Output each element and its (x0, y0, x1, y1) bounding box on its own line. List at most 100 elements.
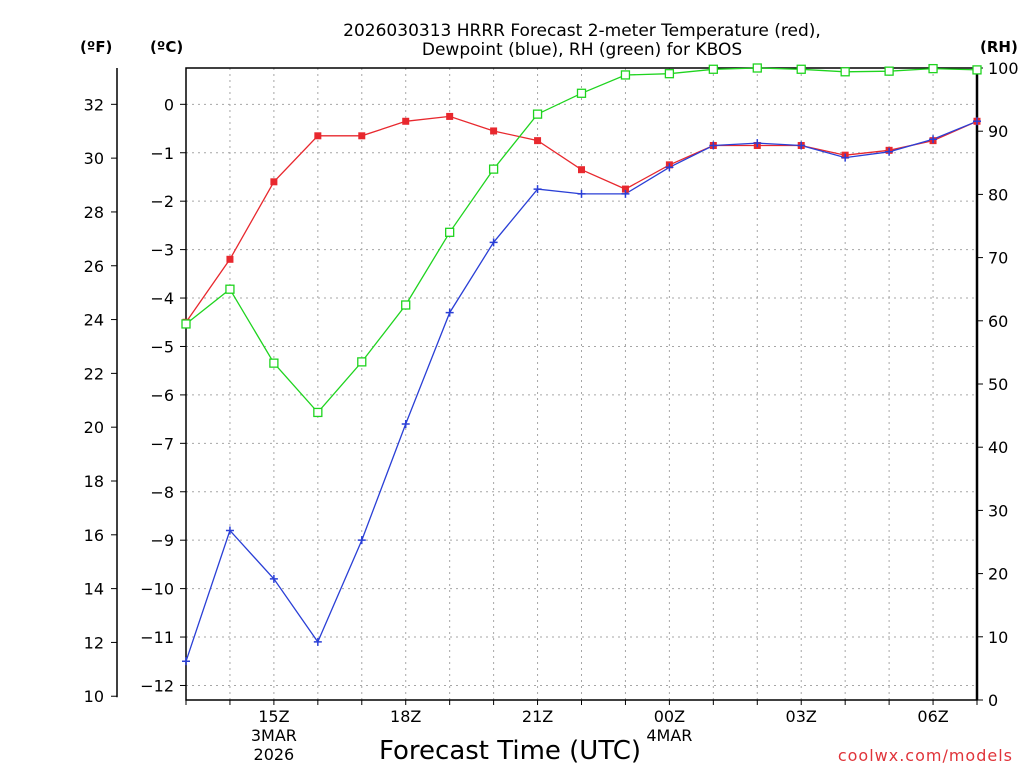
marker-dewpoint (665, 163, 674, 172)
marker-dewpoint (445, 308, 454, 317)
rh-tick-label: 0 (988, 691, 998, 710)
marker-rh (928, 63, 938, 74)
marker-temperature (621, 185, 629, 193)
unit-label-fahrenheit: (ºF) (80, 38, 112, 56)
marker-dewpoint (225, 526, 234, 535)
celsius-tick-label: −4 (150, 289, 174, 308)
celsius-tick-label: 0 (164, 95, 174, 114)
marker-rh (620, 70, 631, 80)
marker-dewpoint (885, 147, 894, 156)
marker-dewpoint (401, 419, 410, 428)
marker-temperature (314, 132, 322, 140)
marker-dewpoint (269, 574, 278, 583)
celsius-tick-label: −2 (150, 192, 174, 211)
rh-tick-label: 50 (988, 375, 1008, 394)
fahrenheit-tick-label: 16 (84, 526, 104, 545)
fahrenheit-tick-label: 14 (84, 580, 104, 599)
marker-temperature (358, 132, 366, 140)
axes (111, 67, 983, 705)
marker-rh (401, 300, 411, 310)
celsius-tick-label: −6 (150, 386, 174, 405)
fahrenheit-tick-label: 20 (84, 418, 104, 437)
fahrenheit-tick-label: 10 (84, 687, 104, 706)
fahrenheit-tick-label: 28 (84, 203, 104, 222)
marker-rh (445, 227, 455, 237)
marker-rh (664, 69, 675, 79)
marker-dewpoint (753, 139, 762, 148)
marker-dewpoint (489, 238, 498, 247)
marker-dewpoint (841, 153, 850, 162)
fahrenheit-tick-label: 18 (84, 472, 104, 491)
fahrenheit-tick-label: 26 (84, 257, 104, 276)
marker-temperature (226, 255, 234, 263)
marker-rh (752, 63, 762, 73)
celsius-tick-label: −9 (150, 531, 174, 550)
fahrenheit-tick-label: 30 (84, 149, 104, 168)
celsius-tick-label: −12 (140, 676, 174, 695)
rh-tick-label: 40 (988, 438, 1008, 457)
marker-dewpoint (357, 536, 366, 545)
marker-rh (313, 407, 323, 418)
marker-dewpoint (797, 141, 806, 150)
x-tick-label: 03Z (786, 707, 817, 726)
marker-rh (708, 64, 718, 74)
marker-temperature (402, 117, 410, 125)
marker-dewpoint (182, 657, 190, 666)
chart-title-line-2: Dewpoint (blue), RH (green) for KBOS (422, 40, 742, 60)
marker-dewpoint (621, 189, 630, 198)
marker-temperature (534, 137, 542, 145)
rh-tick-label: 80 (988, 185, 1008, 204)
marker-rh (532, 109, 543, 119)
celsius-tick-label: −10 (140, 580, 174, 599)
marker-rh (269, 358, 279, 368)
rh-tick-label: 10 (988, 628, 1008, 647)
rh-tick-label: 100 (988, 59, 1019, 78)
x-tick-label: 2026 (254, 745, 295, 764)
marker-dewpoint (533, 185, 542, 194)
marker-temperature (578, 166, 585, 174)
marker-rh (181, 319, 191, 329)
marker-rh (576, 88, 587, 98)
tick-labels: 101214161820222426283032−12−11−10−9−8−7−… (84, 59, 1019, 764)
marker-dewpoint (577, 189, 586, 198)
marker-rh (972, 65, 982, 75)
celsius-tick-label: −11 (140, 628, 174, 647)
credit-text: coolwx.com/models (838, 746, 1013, 765)
celsius-tick-label: −8 (150, 483, 174, 502)
marker-temperature (490, 127, 498, 135)
fahrenheit-tick-label: 24 (84, 311, 104, 330)
rh-tick-label: 20 (988, 565, 1008, 584)
celsius-tick-label: −1 (150, 144, 174, 163)
marker-dewpoint (929, 135, 938, 144)
marker-rh (225, 284, 235, 294)
x-tick-label: 06Z (917, 707, 948, 726)
marker-dewpoint (973, 117, 981, 126)
fahrenheit-tick-label: 22 (84, 364, 104, 383)
x-tick-label: 18Z (390, 707, 421, 726)
marker-rh (796, 64, 806, 74)
x-tick-label: 4MAR (646, 726, 692, 745)
marker-temperature (270, 178, 278, 186)
marker-dewpoint (709, 141, 718, 150)
x-tick-label: 15Z (258, 707, 289, 726)
marker-rh (357, 357, 367, 367)
celsius-tick-label: −5 (150, 337, 174, 356)
marker-temperature (446, 112, 454, 120)
x-axis-label: Forecast Time (UTC) (379, 736, 641, 766)
chart-title-line-1: 2026030313 HRRR Forecast 2-meter Tempera… (343, 21, 821, 41)
x-tick-label: 3MAR (251, 726, 297, 745)
x-tick-label: 21Z (522, 707, 553, 726)
unit-label-rh: (RH) (980, 38, 1018, 56)
series-markers (181, 63, 982, 666)
celsius-tick-label: −3 (150, 241, 174, 260)
marker-dewpoint (313, 637, 322, 646)
rh-tick-label: 60 (988, 312, 1008, 331)
fahrenheit-tick-label: 12 (84, 633, 104, 652)
rh-tick-label: 70 (988, 249, 1008, 268)
rh-tick-label: 90 (988, 122, 1008, 141)
marker-rh (884, 66, 894, 76)
rh-tick-label: 30 (988, 501, 1008, 520)
fahrenheit-tick-label: 32 (84, 95, 104, 114)
